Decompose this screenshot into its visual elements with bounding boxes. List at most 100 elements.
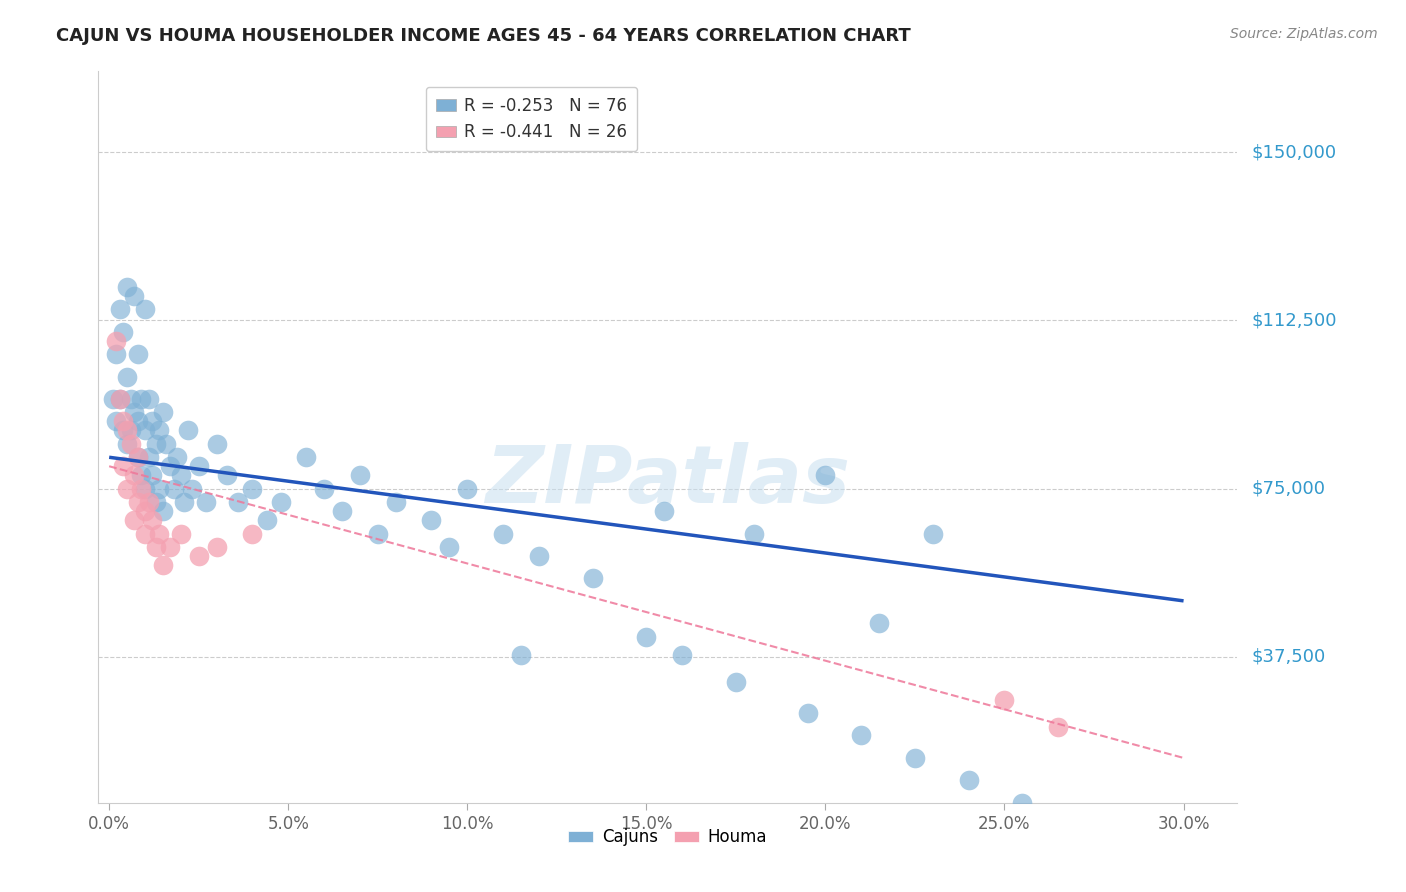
Point	[127, 347, 149, 361]
Point	[145, 437, 167, 451]
Point	[420, 513, 443, 527]
Point	[152, 504, 174, 518]
Point	[367, 526, 389, 541]
Point	[242, 482, 264, 496]
Point	[295, 450, 318, 465]
Point	[131, 468, 153, 483]
Point	[108, 302, 131, 317]
Point	[141, 468, 163, 483]
Point	[127, 414, 149, 428]
Point	[173, 495, 195, 509]
Point	[636, 630, 658, 644]
Point	[108, 392, 131, 406]
Point	[868, 616, 890, 631]
Point	[112, 423, 135, 437]
Point	[115, 437, 138, 451]
Point	[814, 468, 837, 483]
Point	[384, 495, 406, 509]
Point	[1047, 719, 1070, 733]
Point	[993, 692, 1015, 706]
Point	[122, 289, 145, 303]
Point	[439, 540, 461, 554]
Text: Source: ZipAtlas.com: Source: ZipAtlas.com	[1230, 27, 1378, 41]
Point	[120, 437, 142, 451]
Point	[742, 526, 765, 541]
Point	[122, 513, 145, 527]
Point	[115, 279, 138, 293]
Point	[105, 414, 128, 428]
Point	[242, 526, 264, 541]
Point	[177, 423, 200, 437]
Text: ZIPatlas: ZIPatlas	[485, 442, 851, 520]
Point	[120, 423, 142, 437]
Point	[159, 540, 181, 554]
Point	[187, 549, 209, 563]
Point	[115, 482, 138, 496]
Text: $75,000: $75,000	[1251, 480, 1326, 498]
Point	[187, 459, 209, 474]
Text: $112,500: $112,500	[1251, 311, 1337, 329]
Point	[851, 729, 873, 743]
Point	[115, 423, 138, 437]
Point	[921, 526, 943, 541]
Point	[138, 450, 160, 465]
Point	[904, 751, 927, 765]
Point	[134, 504, 156, 518]
Point	[131, 392, 153, 406]
Point	[724, 674, 747, 689]
Point	[152, 558, 174, 572]
Point	[256, 513, 278, 527]
Point	[155, 437, 177, 451]
Point	[205, 437, 228, 451]
Point	[217, 468, 239, 483]
Point	[101, 392, 124, 406]
Point	[141, 414, 163, 428]
Point	[108, 392, 131, 406]
Point	[527, 549, 550, 563]
Point	[510, 648, 533, 662]
Point	[148, 526, 170, 541]
Point	[105, 334, 128, 348]
Point	[148, 423, 170, 437]
Point	[112, 459, 135, 474]
Point	[194, 495, 217, 509]
Point	[270, 495, 292, 509]
Point	[180, 482, 202, 496]
Point	[134, 302, 156, 317]
Point	[349, 468, 371, 483]
Point	[122, 468, 145, 483]
Point	[127, 450, 149, 465]
Point	[1011, 796, 1033, 810]
Point	[138, 392, 160, 406]
Point	[131, 482, 153, 496]
Point	[134, 482, 156, 496]
Point	[1101, 814, 1123, 828]
Point	[652, 504, 675, 518]
Point	[152, 405, 174, 419]
Point	[115, 369, 138, 384]
Point	[957, 773, 980, 788]
Point	[134, 526, 156, 541]
Point	[170, 468, 193, 483]
Point	[456, 482, 478, 496]
Point	[162, 482, 184, 496]
Point	[122, 405, 145, 419]
Point	[145, 495, 167, 509]
Point	[141, 513, 163, 527]
Point	[134, 423, 156, 437]
Point	[671, 648, 693, 662]
Point	[166, 450, 188, 465]
Text: $150,000: $150,000	[1251, 143, 1336, 161]
Point	[796, 706, 818, 720]
Point	[582, 571, 605, 585]
Text: $37,500: $37,500	[1251, 648, 1326, 666]
Point	[127, 495, 149, 509]
Point	[312, 482, 335, 496]
Point	[330, 504, 353, 518]
Legend: Cajuns, Houma: Cajuns, Houma	[562, 822, 773, 853]
Point	[148, 482, 170, 496]
Point	[112, 414, 135, 428]
Point	[226, 495, 249, 509]
Point	[120, 392, 142, 406]
Point	[492, 526, 515, 541]
